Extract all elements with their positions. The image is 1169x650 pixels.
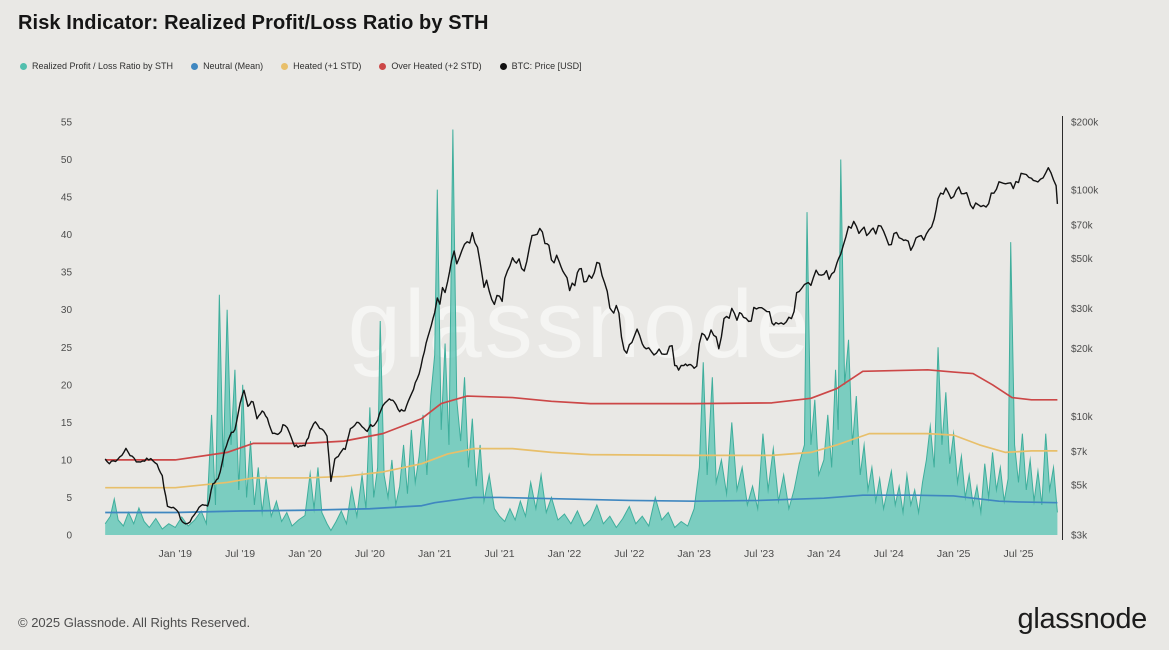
legend-swatch-icon bbox=[191, 62, 199, 70]
legend-item-0[interactable]: Realized Profit / Loss Ratio by STH bbox=[20, 61, 173, 71]
legend-item-3[interactable]: Over Heated (+2 STD) bbox=[379, 61, 482, 71]
legend-item-label: Heated (+1 STD) bbox=[293, 61, 362, 71]
legend-item-label: Neutral (Mean) bbox=[203, 61, 264, 71]
legend-swatch-icon bbox=[499, 62, 507, 70]
legend-item-label: Over Heated (+2 STD) bbox=[391, 61, 482, 71]
legend-swatch-icon bbox=[281, 62, 289, 70]
footer: © 2025 Glassnode. All Rights Reserved. g… bbox=[0, 600, 1169, 642]
legend-item-2[interactable]: Heated (+1 STD) bbox=[281, 61, 361, 71]
legend: Realized Profit / Loss Ratio by STH Neutr… bbox=[20, 61, 582, 71]
page-title: Risk Indicator: Realized Profit/Loss Rat… bbox=[18, 12, 489, 34]
legend-item-1[interactable]: Neutral (Mean) bbox=[191, 61, 263, 71]
legend-item-label: BTC: Price [USD] bbox=[511, 61, 582, 71]
copyright-text: © 2025 Glassnode. All Rights Reserved. bbox=[18, 615, 251, 630]
legend-item-4[interactable]: BTC: Price [USD] bbox=[499, 61, 582, 71]
legend-swatch-icon bbox=[379, 62, 387, 70]
glassnode-logo: glassnode bbox=[1017, 603, 1147, 635]
legend-swatch-icon bbox=[20, 62, 27, 70]
legend-item-label: Realized Profit / Loss Ratio by STH bbox=[32, 61, 174, 71]
